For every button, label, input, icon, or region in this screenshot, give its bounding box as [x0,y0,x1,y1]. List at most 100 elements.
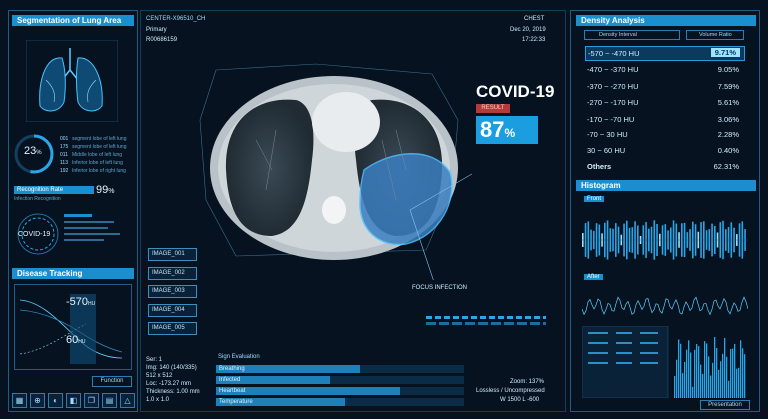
mini-bar [740,340,742,398]
mini-bar [690,352,692,398]
progress-ring [14,134,54,174]
mini-bar [676,359,678,398]
mini-bar [696,344,698,398]
mini-bar [728,380,730,398]
recognition-value: 99% [96,184,115,196]
mini-bar [720,361,722,398]
patient-record: R00686159 [146,37,178,43]
recognition-label: Recognition Rate [14,186,94,194]
density-row[interactable]: -170 ~ -70 HU 3.06% [587,115,739,124]
mini-bar [726,356,728,398]
mini-bar [734,343,736,398]
list-item: 175 segment lobe of left lung [60,144,127,150]
mini-bar [738,367,740,398]
lobe-list: 001 segment lobe of left lung 175 segment … [60,136,132,176]
mini-bar [688,340,690,398]
stack-icon[interactable]: ▤ [102,393,117,408]
tracking-bottom-value: 60HU [66,334,86,346]
zoom-readout: Zoom: 137% [510,379,545,385]
patient-status: Primary [146,27,167,33]
covid-ring [17,213,59,255]
grid-icon[interactable]: ▦ [12,393,27,408]
mini-bar [684,362,686,398]
right-panel [570,10,760,412]
mini-bar [694,349,696,398]
density-row[interactable]: Others 62.31% [587,162,739,171]
contrast-icon[interactable]: ◐ [48,393,63,408]
result-badge: RESULT [476,104,510,113]
covid-percent: 87% [476,116,538,144]
mini-bar [712,362,714,398]
mini-bar [692,386,694,398]
tracking-curves [19,294,123,364]
exam-time: 17:22:33 [522,37,546,43]
mini-bar [722,353,724,398]
ct-scan-image[interactable] [196,60,472,280]
mini-bar [702,373,704,398]
mini-bar [686,349,688,398]
mini-bar [706,343,708,398]
density-row[interactable]: 30 ~ 60 HU 0.40% [587,146,739,155]
mini-bar [674,376,676,398]
mini-bar [682,373,684,398]
front-label: Front [584,196,605,202]
image-001-button[interactable]: IMAGE_001 [148,248,197,261]
mini-bar [708,356,710,398]
density-row[interactable]: -70 ~ 30 HU 2.28% [587,130,739,139]
image-002-button[interactable]: IMAGE_002 [148,267,197,280]
image-004-button[interactable]: IMAGE_004 [148,304,197,317]
mini-bar [704,341,706,398]
mini-bar [732,348,734,398]
sign-evaluation-title: Sign Evaluation [218,354,260,360]
window-readout: W 1500 L -600 [500,397,540,403]
compression-readout: Lossless / Uncompressed [476,388,545,394]
after-label: After [584,274,603,280]
exam-type: CHEST [524,16,545,22]
mini-bar [678,339,680,398]
mini-bar [710,375,712,398]
tracking-chart [14,284,132,370]
focus-bars [426,316,546,328]
list-item: 011 Middle lobe of left lung [60,152,123,158]
histogram-chart [582,220,748,260]
mini-bar [718,369,720,398]
lung-illustration [26,40,118,122]
histogram-title: Histogram [576,180,756,191]
density-row[interactable]: -570 ~ -470 HU 9.71% [585,46,745,61]
function-button[interactable]: Function [92,376,132,387]
list-item: 113 Inferior lobe of left lung [60,160,123,166]
density-row[interactable]: -470 ~ -370 HU 9.05% [587,65,739,74]
mini-bar [698,346,700,398]
sign-bar-infected: Infected [216,376,331,384]
density-row[interactable]: -270 ~ -170 HU 5.61% [587,98,739,107]
list-item: 001 segment lobe of left lung [60,136,127,142]
image-005-button[interactable]: IMAGE_005 [148,322,197,335]
sign-bar-breathing: Breathing [216,365,360,373]
covid-label: COVID-19 [18,231,51,238]
center-viewer [140,10,566,412]
sign-bar-heartbeat: Heartbeat [216,387,400,395]
density-row[interactable]: -370 ~ -270 HU 7.59% [587,82,739,91]
measure-icon[interactable]: △ [120,393,135,408]
recognition-sub: Infection Recognition [14,196,61,202]
volume-ratio-header: Volume Ratio [686,30,744,40]
focus-infection-label: FOCUS INFECTION [412,285,467,291]
covid-details [64,214,130,254]
tracking-top-value: -570HU [66,296,96,308]
zoom-icon[interactable]: ⊕ [30,393,45,408]
density-title: Density Analysis [576,15,756,26]
mini-bar [680,343,682,398]
exam-date: Dec 20, 2019 [510,27,546,33]
list-item: 192 Inferior lobe of right lung [60,168,126,174]
presentation-button[interactable]: Presentation [700,400,750,410]
left-panel [8,10,138,412]
mini-bar [700,364,702,398]
layers-icon[interactable]: ❐ [84,393,99,408]
image-003-button[interactable]: IMAGE_003 [148,285,197,298]
mini-bar [714,337,716,398]
patient-id: CENTER-X96510_CH [146,16,206,22]
covid-title: COVID-19 [476,82,555,101]
scan-info: Ser: 1 Img: 140 (140/335) 512 x 512 Loc:… [146,357,200,403]
waveform-strip [582,296,748,316]
adjust-icon[interactable]: ◧ [66,393,81,408]
